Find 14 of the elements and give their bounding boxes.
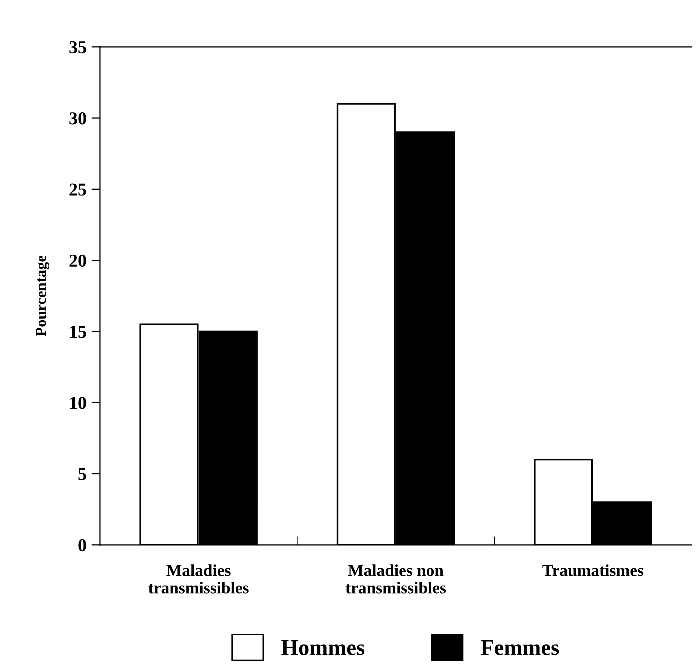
y-tick-label: 20 — [70, 254, 86, 268]
y-tick-label: 5 — [78, 468, 86, 480]
x-tick-label: Maladies non transmissibles — [346, 564, 446, 594]
x-tick-label: Maladies transmissibles — [148, 564, 249, 594]
y-tick-label: 0 — [78, 539, 86, 552]
legend-label: Hommes — [282, 640, 365, 656]
y-tick-label: 15 — [70, 326, 86, 338]
y-tick-label: 25 — [70, 184, 86, 196]
x-tick-label: Traumatismes — [542, 564, 644, 576]
legend-label: Femmes — [481, 640, 560, 656]
y-tick-label: 10 — [70, 397, 86, 410]
y-tick-label: 30 — [70, 112, 86, 125]
y-axis-title: Pourcentage — [36, 256, 50, 336]
y-tick-label: 35 — [70, 41, 86, 54]
